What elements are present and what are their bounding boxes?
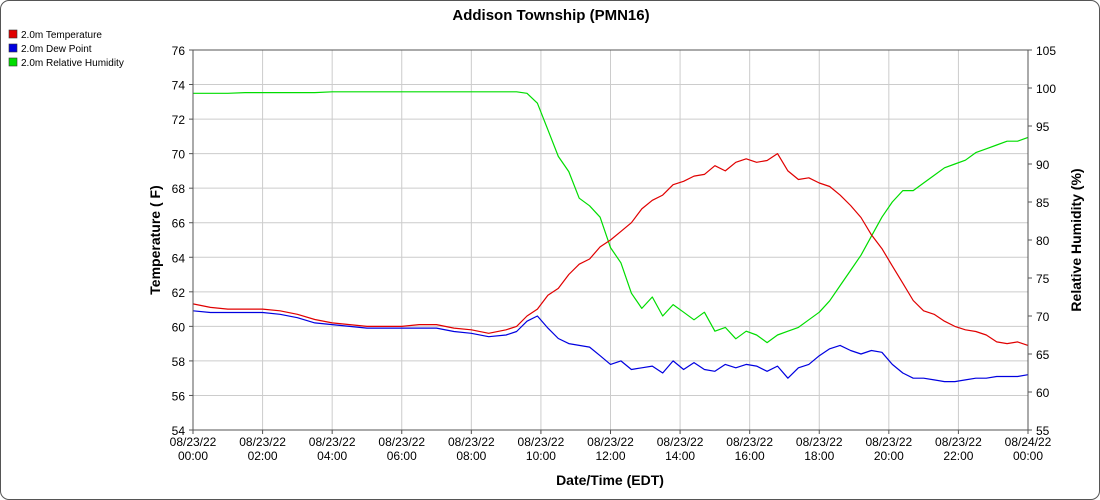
y-left-tick-label: 66 [172, 217, 186, 231]
legend-entry: 2.0m Dew Point [21, 44, 92, 55]
y-axis-left-ticks: 54 56 58 60 62 64 66 68 70 72 74 76 [172, 44, 193, 438]
x-tick-label-time: 10:00 [526, 449, 556, 463]
x-tick-label-time: 18:00 [804, 449, 834, 463]
y-axis-right-ticks: 55 60 65 70 75 80 85 90 95 100 105 [1028, 44, 1056, 438]
y-axis-left-title: Temperature ( F) [147, 185, 163, 294]
y-left-tick-label: 62 [172, 286, 186, 300]
series-line-2-0m-relative-humidity [193, 91, 1029, 344]
x-tick-label-date: 08/23/22 [865, 435, 912, 449]
x-tick-label-time: 08:00 [456, 449, 486, 463]
legend-swatch [8, 43, 18, 53]
legend-entry: 2.0m Temperature [21, 30, 102, 41]
y-left-tick-label: 68 [172, 182, 186, 196]
x-tick-label-time: 02:00 [248, 449, 278, 463]
x-tick-label-date: 08/23/22 [726, 435, 773, 449]
x-tick-label-time: 12:00 [595, 449, 625, 463]
x-tick-label-time: 14:00 [665, 449, 695, 463]
x-tick-label-time: 06:00 [387, 449, 417, 463]
x-tick-label-date: 08/23/22 [309, 435, 356, 449]
y-left-tick-label: 72 [172, 113, 186, 127]
y-right-tick-label: 85 [1036, 196, 1050, 210]
y-left-tick-label: 76 [172, 44, 186, 58]
series-layer [192, 91, 1029, 383]
y-axis-right-title: Relative Humidity (%) [1068, 168, 1084, 311]
x-tick-label-date: 08/24/22 [1005, 435, 1052, 449]
y-right-tick-label: 95 [1036, 120, 1050, 134]
legend-swatch [8, 29, 18, 39]
legend-entry: 2.0m Relative Humidity [21, 58, 124, 69]
x-tick-label-time: 00:00 [178, 449, 208, 463]
y-left-tick-label: 70 [172, 148, 186, 162]
y-left-tick-label: 60 [172, 320, 186, 334]
x-axis-ticks: 08/23/2200:0008/23/2202:0008/23/2204:000… [170, 430, 1052, 463]
x-tick-label-date: 08/23/22 [935, 435, 982, 449]
x-tick-label-date: 08/23/22 [587, 435, 634, 449]
x-axis-title: Date/Time (EDT) [556, 472, 664, 488]
x-tick-label-date: 08/23/22 [796, 435, 843, 449]
y-left-tick-label: 54 [172, 424, 186, 438]
y-right-tick-label: 60 [1036, 386, 1050, 400]
y-left-tick-label: 58 [172, 355, 186, 369]
series-line-2-0m-dew-point [192, 310, 1029, 383]
x-tick-label-date: 08/23/22 [170, 435, 217, 449]
x-tick-label-time: 20:00 [874, 449, 904, 463]
legend-swatch [8, 57, 18, 67]
y-right-tick-label: 100 [1036, 82, 1056, 96]
x-tick-label-time: 22:00 [943, 449, 973, 463]
y-left-tick-label: 64 [172, 251, 186, 265]
y-right-tick-label: 70 [1036, 310, 1050, 324]
x-tick-label-date: 08/23/22 [657, 435, 704, 449]
x-tick-label-date: 08/23/22 [448, 435, 495, 449]
x-tick-label-date: 08/23/22 [518, 435, 565, 449]
y-right-tick-label: 105 [1036, 44, 1056, 58]
legend: 2.0m Temperature 2.0m Dew Point 2.0m Relat… [8, 29, 124, 69]
chart-title: Addison Township (PMN16) [452, 7, 649, 24]
x-tick-label-time: 04:00 [317, 449, 347, 463]
y-left-tick-label: 74 [172, 79, 186, 93]
x-tick-label-date: 08/23/22 [239, 435, 286, 449]
y-right-tick-label: 75 [1036, 272, 1050, 286]
x-tick-label-time: 16:00 [735, 449, 765, 463]
y-right-tick-label: 90 [1036, 158, 1050, 172]
y-left-tick-label: 56 [172, 389, 186, 403]
y-right-tick-label: 65 [1036, 348, 1050, 362]
y-right-tick-label: 55 [1036, 424, 1050, 438]
series-line-2-0m-temperature [192, 153, 1029, 346]
x-tick-label-date: 08/23/22 [378, 435, 425, 449]
y-right-tick-label: 80 [1036, 234, 1050, 248]
x-tick-label-time: 00:00 [1013, 449, 1043, 463]
